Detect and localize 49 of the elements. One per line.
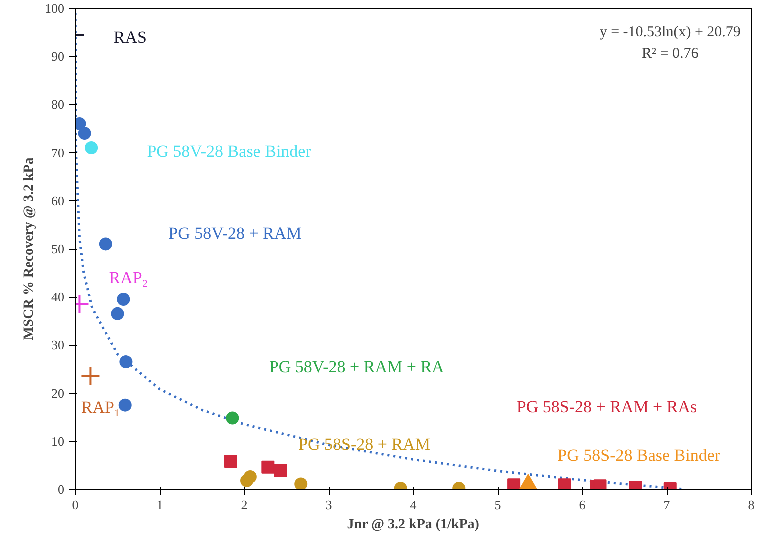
series-label: PG 58S-28 + RAM <box>298 434 430 454</box>
text: PG 58V-28 + RAM <box>168 224 302 244</box>
y-tick-label: 20 <box>52 386 64 401</box>
x-tick-label: 4 <box>410 498 418 512</box>
series-label: RAP₁ <box>81 398 120 418</box>
point <box>117 293 130 306</box>
point <box>118 398 132 412</box>
y-tick-label: 70 <box>52 145 64 160</box>
x-tick-label: 7 <box>664 498 671 512</box>
point <box>224 455 238 468</box>
x-tick-label: 3 <box>326 498 332 512</box>
y-tick-label: 40 <box>52 290 64 305</box>
y-tick-label: 60 <box>52 193 64 208</box>
point <box>78 127 92 140</box>
x-tick-label: 5 <box>494 498 502 512</box>
x-tick-label: 2 <box>241 498 248 512</box>
y-tick-label: 30 <box>52 338 64 353</box>
text: PG 58V-28 + RAM + RA <box>269 357 446 376</box>
point <box>111 307 124 320</box>
point <box>226 412 240 425</box>
point <box>99 238 112 251</box>
y-tick-label: 80 <box>52 97 64 112</box>
point <box>80 366 101 386</box>
point <box>85 142 98 154</box>
y-tick-label: 10 <box>52 434 64 449</box>
x-tick-label: 1 <box>156 498 164 512</box>
point <box>508 478 521 490</box>
y-tick-label: 50 <box>52 242 64 256</box>
x-axis-title: Jnr @ 3.2 kPa (1/kPa) <box>347 518 480 532</box>
point <box>274 464 288 478</box>
text: PG 58V-28 Base Binder <box>147 142 312 161</box>
annotation: R² = 0.76 <box>642 46 700 62</box>
point <box>244 470 257 484</box>
x-tick-label: 8 <box>748 498 755 512</box>
point <box>120 356 133 369</box>
y-tick-label: 100 <box>45 1 64 16</box>
annotation: y = -10.53ln(x) + 20.79 <box>600 24 741 41</box>
text: PG 58S-28 + RAM + RAs <box>516 398 698 417</box>
y-axis-title: MSCR % Recovery @ 3.2 kPa <box>22 158 37 340</box>
series-label: RAP₂ <box>109 268 148 288</box>
point <box>294 478 308 490</box>
point <box>262 460 275 474</box>
x-tick-label: 6 <box>579 498 586 512</box>
y-tick-label: 0 <box>58 482 64 497</box>
y-tick-label: 90 <box>52 49 64 64</box>
x-tick-label: 0 <box>72 498 79 512</box>
point <box>558 478 572 490</box>
series-label: PG 58S-28 Base Binder <box>558 446 721 465</box>
series-label: RAS <box>114 28 147 47</box>
